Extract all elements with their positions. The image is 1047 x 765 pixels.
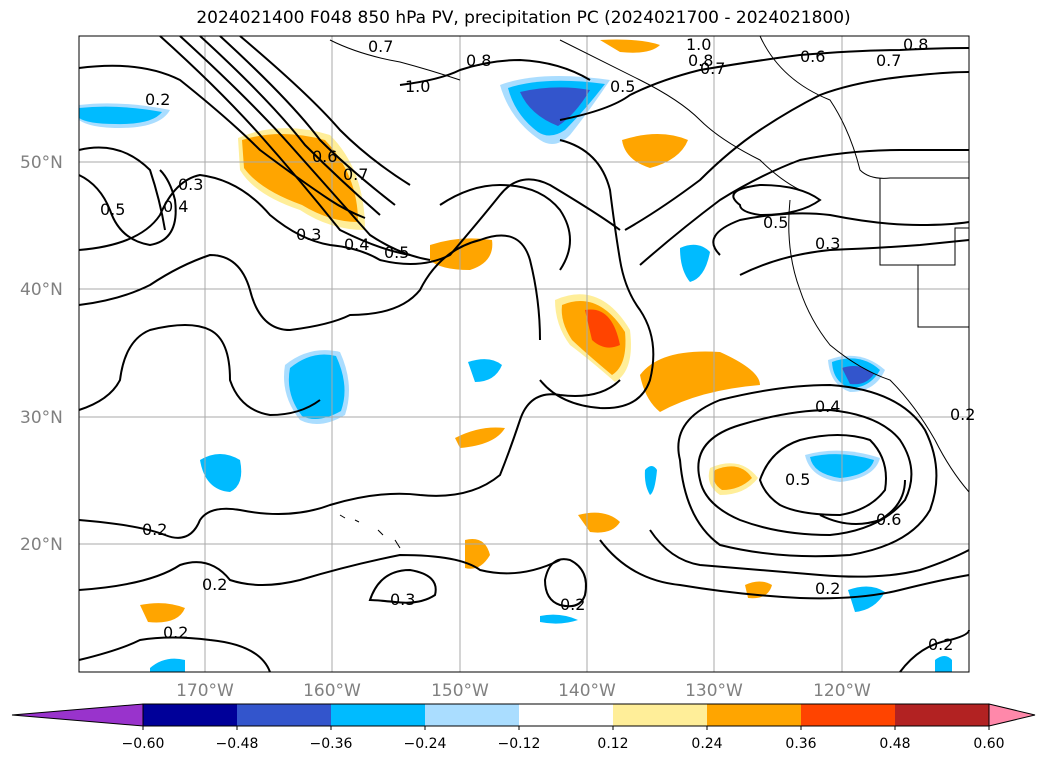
lon-label: 160°W bbox=[303, 681, 361, 701]
contour-label: 0.4 bbox=[344, 235, 369, 254]
contour-label: 0.3 bbox=[815, 234, 840, 253]
colorbar-extend-low bbox=[11, 703, 144, 727]
lat-label: 50°N bbox=[20, 153, 63, 173]
contour-label: 0.7 bbox=[700, 59, 725, 78]
colorbar-segment bbox=[237, 704, 331, 726]
colorbar-tick-label: −0.12 bbox=[498, 736, 541, 752]
precip-shading bbox=[79, 39, 952, 672]
contour-label: 0.2 bbox=[142, 520, 167, 539]
colorbar-tick-label: −0.24 bbox=[404, 736, 447, 752]
colorbar-frame bbox=[142, 703, 990, 727]
contour-label: 0.4 bbox=[163, 197, 188, 216]
colorbar: −0.60 −0.48 −0.36 −0.24 −0.12 0.12 0.24 0.36 0.4… bbox=[11, 703, 1036, 752]
pv-contours bbox=[78, 35, 970, 673]
colorbar-tick-label: −0.48 bbox=[216, 736, 259, 752]
contour-label: 0.8 bbox=[688, 51, 713, 70]
contour-label: 0.2 bbox=[928, 635, 953, 654]
colorbar-segment bbox=[331, 704, 425, 726]
coastlines bbox=[329, 35, 970, 549]
colorbar-tick-label: 0.12 bbox=[597, 736, 628, 752]
colorbar-tick-label: −0.60 bbox=[122, 736, 165, 752]
contour-label: 0.6 bbox=[312, 147, 337, 166]
contour-label: 0.2 bbox=[202, 575, 227, 594]
lat-label: 40°N bbox=[20, 280, 63, 300]
lon-label: 170°W bbox=[176, 681, 234, 701]
colorbar-tick-label: 0.48 bbox=[879, 736, 910, 752]
colorbar-segment bbox=[801, 704, 895, 726]
lon-label: 150°W bbox=[431, 681, 489, 701]
lat-label: 20°N bbox=[20, 535, 63, 555]
contour-label: 0.5 bbox=[384, 243, 409, 262]
colorbar-segment bbox=[707, 704, 801, 726]
lat-label: 30°N bbox=[20, 408, 63, 428]
contour-label: 0.3 bbox=[390, 590, 415, 609]
contour-label: 0.3 bbox=[296, 225, 321, 244]
lon-labels: 170°W 160°W 150°W 140°W 130°W 120°W bbox=[176, 681, 871, 701]
lat-labels: 50°N 40°N 30°N 20°N bbox=[20, 153, 63, 555]
colorbar-segment bbox=[143, 704, 237, 726]
contour-label: 0.5 bbox=[100, 200, 125, 219]
lon-label: 140°W bbox=[558, 681, 616, 701]
contour-label: 0.8 bbox=[903, 35, 928, 54]
lon-label: 130°W bbox=[685, 681, 743, 701]
colorbar-tick-label: 0.60 bbox=[973, 736, 1004, 752]
map-title: 2024021400 F048 850 hPa PV, precipitatio… bbox=[196, 8, 851, 28]
contour-label: 0.2 bbox=[815, 579, 840, 598]
contour-label: 1.0 bbox=[405, 77, 430, 96]
colorbar-segment bbox=[613, 704, 707, 726]
contour-label: 0.8 bbox=[466, 51, 491, 70]
lon-label: 120°W bbox=[813, 681, 871, 701]
contour-label: 0.6 bbox=[800, 47, 825, 66]
contour-label: 0.2 bbox=[163, 623, 188, 642]
contour-label: 0.2 bbox=[950, 405, 975, 424]
contour-label: 0.5 bbox=[610, 77, 635, 96]
colorbar-segment bbox=[425, 704, 519, 726]
contour-label: 0.7 bbox=[368, 37, 393, 56]
contour-label: 0.7 bbox=[343, 165, 368, 184]
map-frame bbox=[78, 35, 970, 673]
contour-label: 0.6 bbox=[876, 510, 901, 529]
colorbar-tick-label: 0.24 bbox=[691, 736, 722, 752]
contour-label: 0.7 bbox=[876, 51, 901, 70]
contour-label: 0.5 bbox=[763, 213, 788, 232]
contour-label: 0.2 bbox=[560, 595, 585, 614]
colorbar-tick-label: 0.36 bbox=[785, 736, 816, 752]
contour-label: 0.5 bbox=[785, 470, 810, 489]
contour-labels: 0.7 0.8 1.0 0.8 0.7 0.6 0.8 0.7 0.5 1.0 … bbox=[100, 35, 975, 654]
contour-label: 0.3 bbox=[178, 175, 203, 194]
colorbar-tick-label: −0.36 bbox=[310, 736, 353, 752]
contour-label: 0.2 bbox=[145, 90, 170, 109]
colorbar-segment bbox=[895, 704, 989, 726]
colorbar-segment bbox=[519, 704, 613, 726]
colorbar-extend-high bbox=[988, 703, 1036, 727]
contour-label: 0.4 bbox=[815, 397, 840, 416]
contour-label: 1.0 bbox=[686, 35, 711, 54]
